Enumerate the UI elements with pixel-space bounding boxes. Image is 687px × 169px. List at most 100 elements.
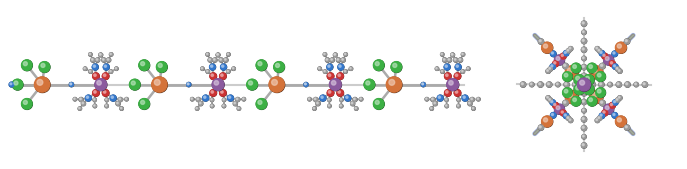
Circle shape: [344, 70, 347, 73]
Circle shape: [613, 113, 615, 116]
Circle shape: [445, 99, 447, 100]
Circle shape: [610, 103, 613, 106]
Circle shape: [79, 107, 80, 109]
Circle shape: [102, 90, 109, 96]
Circle shape: [550, 51, 556, 57]
Circle shape: [598, 89, 601, 93]
Circle shape: [93, 104, 97, 108]
Circle shape: [560, 110, 566, 116]
Circle shape: [119, 98, 120, 100]
Circle shape: [583, 118, 584, 119]
Circle shape: [196, 107, 199, 110]
Circle shape: [234, 102, 236, 104]
Circle shape: [131, 81, 135, 85]
Circle shape: [609, 61, 616, 67]
Circle shape: [95, 79, 106, 90]
Circle shape: [567, 49, 569, 51]
Circle shape: [568, 118, 573, 123]
Circle shape: [234, 102, 238, 106]
Circle shape: [548, 67, 552, 71]
Circle shape: [613, 101, 616, 103]
Circle shape: [584, 75, 594, 85]
Circle shape: [634, 82, 638, 87]
Circle shape: [328, 104, 331, 108]
Circle shape: [214, 81, 218, 85]
Circle shape: [328, 104, 331, 108]
Circle shape: [581, 47, 587, 52]
Circle shape: [604, 104, 613, 114]
Circle shape: [89, 53, 92, 56]
Circle shape: [595, 46, 600, 51]
Circle shape: [454, 90, 461, 96]
Circle shape: [421, 83, 425, 87]
Circle shape: [269, 77, 284, 92]
Circle shape: [206, 53, 210, 56]
Circle shape: [78, 107, 82, 110]
Circle shape: [152, 77, 167, 92]
Circle shape: [213, 58, 217, 62]
Circle shape: [587, 76, 593, 81]
Circle shape: [590, 66, 603, 79]
Circle shape: [433, 102, 438, 106]
Circle shape: [572, 63, 581, 73]
Circle shape: [14, 81, 18, 85]
Circle shape: [21, 99, 32, 109]
Circle shape: [458, 105, 459, 106]
Circle shape: [97, 81, 101, 85]
Circle shape: [451, 53, 454, 56]
Circle shape: [547, 70, 548, 71]
Circle shape: [425, 98, 429, 101]
Circle shape: [83, 67, 87, 70]
Circle shape: [105, 98, 109, 101]
Circle shape: [563, 113, 569, 119]
Circle shape: [451, 54, 453, 55]
Circle shape: [199, 102, 203, 106]
Circle shape: [105, 104, 109, 108]
Circle shape: [115, 67, 118, 70]
Circle shape: [462, 53, 464, 56]
Circle shape: [556, 57, 560, 60]
Circle shape: [431, 98, 435, 102]
Circle shape: [354, 107, 358, 110]
Circle shape: [125, 98, 128, 101]
Circle shape: [547, 82, 552, 87]
Circle shape: [349, 67, 352, 70]
Circle shape: [552, 61, 559, 67]
Circle shape: [74, 98, 76, 101]
Circle shape: [625, 82, 630, 87]
Circle shape: [581, 65, 587, 70]
Circle shape: [471, 98, 473, 100]
Circle shape: [463, 96, 465, 98]
Circle shape: [561, 53, 566, 59]
Circle shape: [201, 67, 204, 70]
Circle shape: [543, 44, 548, 48]
Circle shape: [616, 67, 620, 71]
Circle shape: [571, 96, 581, 106]
Circle shape: [210, 90, 216, 96]
Circle shape: [583, 144, 584, 146]
Circle shape: [602, 110, 608, 116]
Circle shape: [596, 88, 605, 98]
Circle shape: [82, 102, 85, 106]
Circle shape: [375, 100, 379, 104]
Circle shape: [79, 98, 83, 101]
Circle shape: [459, 59, 461, 60]
Circle shape: [554, 62, 556, 64]
Circle shape: [578, 78, 591, 91]
Circle shape: [99, 53, 102, 56]
Circle shape: [612, 113, 618, 118]
Circle shape: [393, 63, 397, 67]
Circle shape: [196, 107, 197, 109]
Circle shape: [455, 74, 458, 76]
Circle shape: [330, 79, 341, 91]
Circle shape: [550, 64, 555, 69]
Circle shape: [330, 79, 341, 90]
Circle shape: [625, 40, 627, 42]
Circle shape: [444, 90, 451, 96]
Circle shape: [201, 67, 204, 70]
Circle shape: [206, 70, 210, 73]
Circle shape: [346, 96, 348, 98]
Circle shape: [571, 63, 581, 73]
Circle shape: [237, 107, 240, 110]
Circle shape: [618, 96, 620, 98]
